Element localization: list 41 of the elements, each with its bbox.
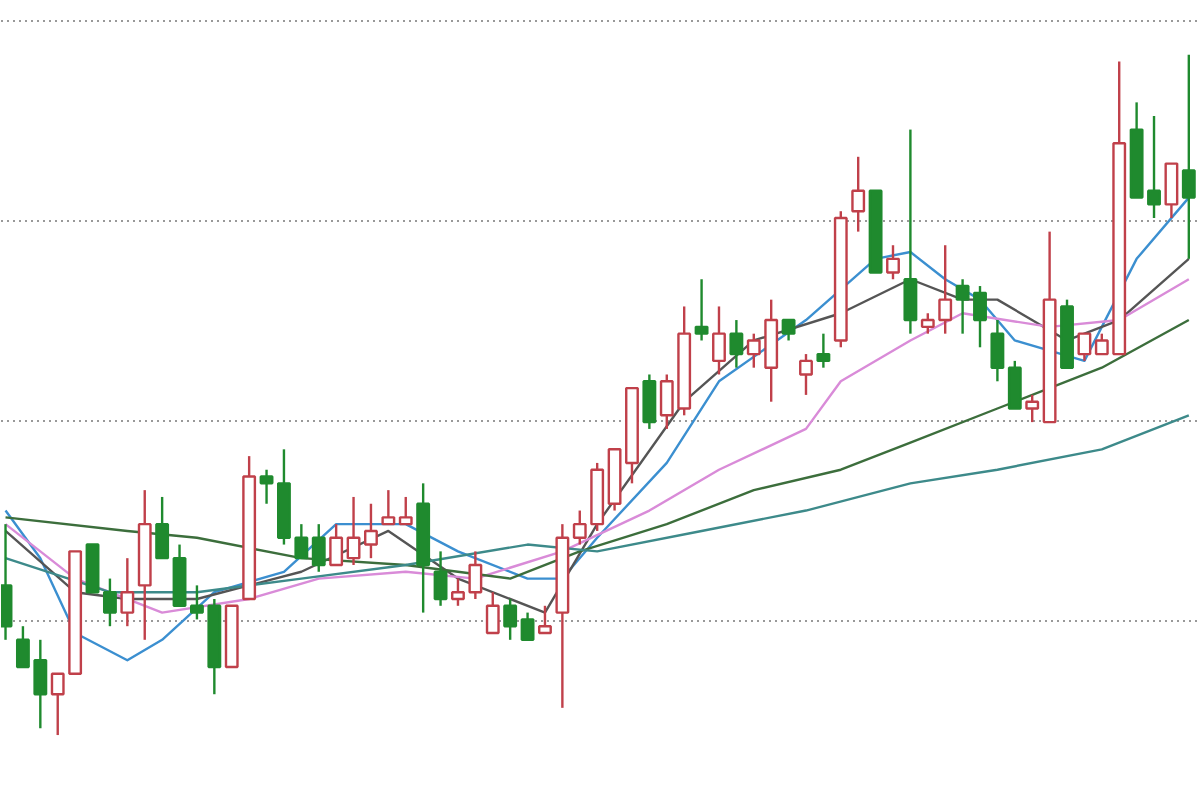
candlestick — [938, 244, 953, 335]
candlestick — [381, 488, 396, 526]
candlestick — [520, 611, 535, 642]
candlestick — [886, 244, 900, 281]
candlestick — [1181, 53, 1196, 261]
candlestick — [155, 495, 170, 560]
candlestick — [485, 590, 500, 635]
candlestick — [294, 522, 309, 560]
candlestick — [1164, 162, 1179, 220]
candlestick — [50, 672, 65, 737]
candlestick — [920, 312, 935, 335]
candlestick — [451, 577, 465, 607]
candlestick — [503, 597, 518, 642]
candlestick — [642, 373, 657, 431]
candlestick — [259, 468, 274, 505]
candlestick — [1077, 332, 1092, 363]
candlestick — [468, 550, 483, 601]
candlestick — [729, 318, 744, 369]
candlestick — [712, 305, 726, 376]
candlestick — [346, 495, 361, 567]
candlestick — [1007, 359, 1022, 410]
candlestick — [990, 318, 1005, 383]
candlestick — [781, 318, 796, 342]
candlestick — [538, 604, 552, 635]
candlestick — [851, 155, 866, 233]
candlestick — [572, 509, 587, 546]
candlestick — [433, 550, 448, 607]
candlestick — [120, 556, 135, 628]
candlestick — [1025, 393, 1040, 424]
candlestick — [903, 128, 918, 335]
candlestick — [329, 522, 344, 567]
candlestick — [816, 332, 831, 369]
candlestick — [694, 278, 709, 342]
candlestick — [311, 522, 326, 573]
candlestick — [799, 352, 813, 397]
candlestick — [172, 543, 187, 607]
candlestick — [102, 577, 117, 628]
candlestick — [364, 502, 378, 560]
candlestick — [1, 522, 13, 642]
candlestick — [398, 495, 413, 526]
candlestick — [85, 543, 100, 594]
